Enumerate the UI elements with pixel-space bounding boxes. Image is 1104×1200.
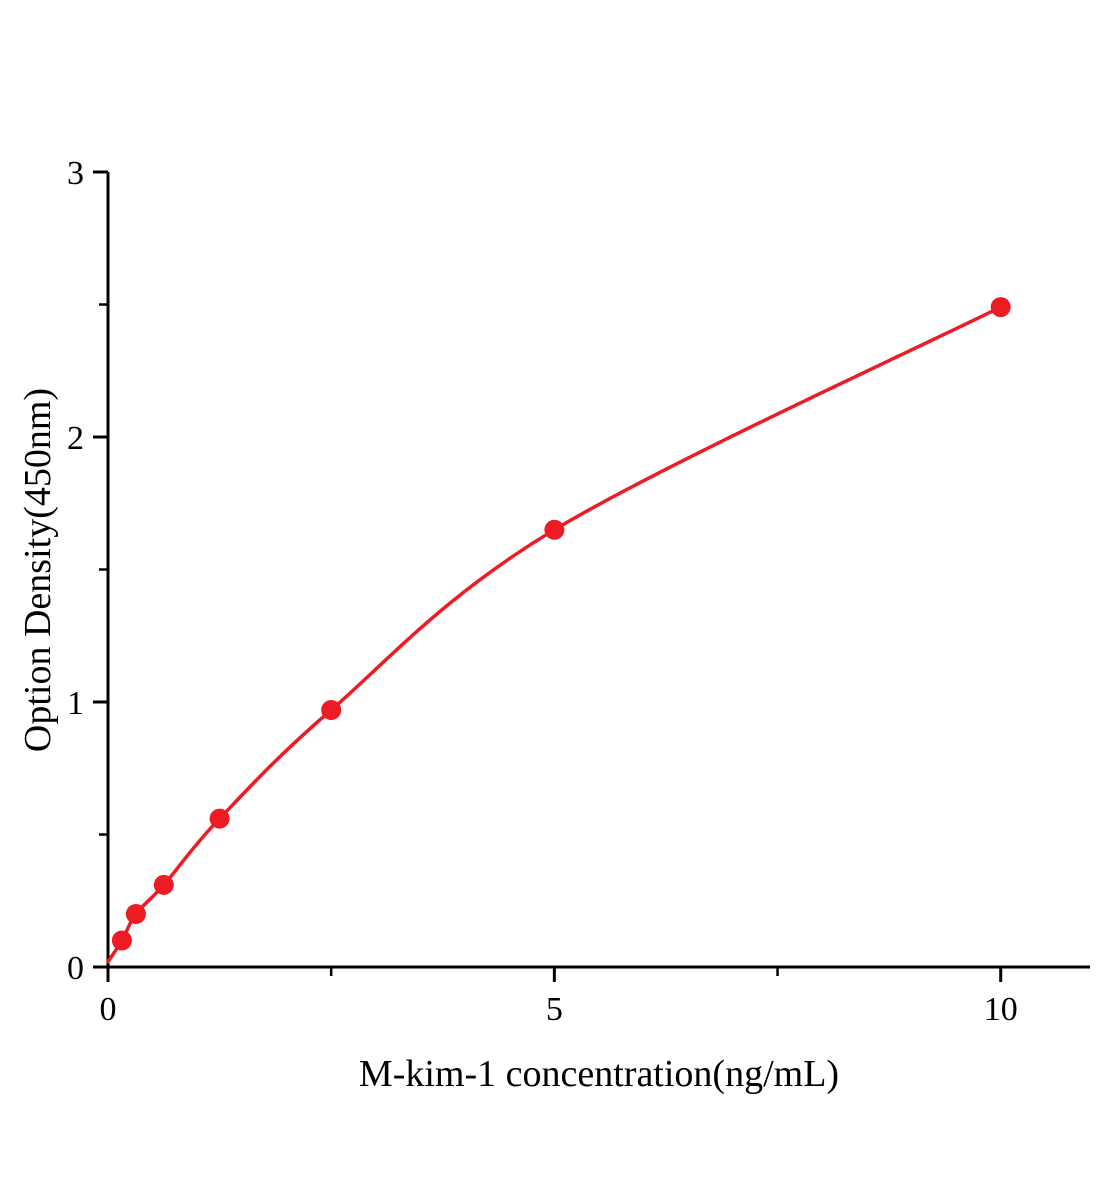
data-point — [153, 874, 174, 895]
data-point — [209, 808, 230, 829]
data-point — [111, 930, 132, 951]
data-point — [990, 297, 1011, 318]
y-tick-label: 1 — [67, 685, 84, 722]
y-tick-label: 0 — [67, 950, 84, 987]
x-tick-label: 5 — [546, 991, 563, 1028]
x-tick-label: 0 — [100, 991, 117, 1028]
x-tick-label: 10 — [984, 991, 1018, 1028]
fit-curve — [106, 305, 1003, 964]
y-axis-title: Option Density(450nm) — [17, 387, 59, 753]
y-tick-label: 2 — [67, 420, 84, 457]
x-axis-title: M-kim-1 concentration(ng/mL) — [358, 1053, 840, 1095]
data-point — [125, 904, 146, 924]
data-point — [544, 519, 565, 540]
data-point — [321, 700, 342, 720]
y-tick-label: 3 — [67, 155, 84, 192]
